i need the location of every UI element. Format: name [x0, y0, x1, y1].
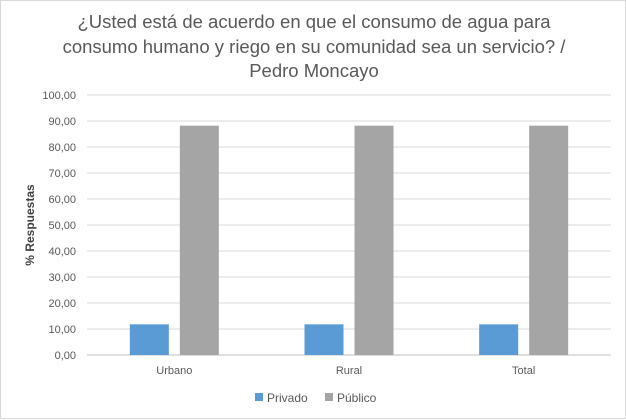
y-tick-label: 20,00 [48, 298, 76, 310]
bar-privado-rural [304, 324, 344, 355]
chart-title-line-2: consumo humano y riego en su comunidad s… [63, 36, 567, 57]
x-tick-label: Rural [336, 365, 362, 377]
bar-público-urbano [179, 125, 219, 356]
y-tick-label: 40,00 [48, 246, 76, 258]
chart-title-line-1: ¿Usted está de acuerdo en que el consumo… [77, 11, 551, 32]
legend-swatch [255, 393, 263, 401]
legend-label: Privado [267, 391, 308, 405]
bar-público-rural [354, 125, 394, 356]
gridlines [87, 94, 611, 356]
y-tick-label: 100,00 [42, 90, 76, 102]
y-tick-label: 90,00 [48, 116, 76, 128]
y-tick-label: 0,00 [55, 350, 76, 362]
legend-swatch [325, 393, 333, 401]
legend: Privado Público [255, 391, 377, 405]
y-tick-label: 50,00 [48, 220, 76, 232]
bar-público-total [529, 125, 569, 356]
y-tick-label: 30,00 [48, 272, 76, 284]
x-tick-label: Urbano [156, 365, 192, 377]
x-axis-ticks: Urbano Rural Total [156, 365, 535, 377]
y-tick-label: 80,00 [48, 142, 76, 154]
bar-privado-total [479, 324, 519, 355]
y-tick-label: 60,00 [48, 194, 76, 206]
y-tick-label: 70,00 [48, 168, 76, 180]
bar-privado-urbano [129, 324, 169, 355]
y-tick-label: 10,00 [48, 324, 76, 336]
x-tick-label: Total [512, 365, 535, 377]
y-axis-label: % Respuestas [23, 184, 37, 266]
chart-title: ¿Usted está de acuerdo en que el consumo… [63, 11, 567, 81]
legend-label: Público [337, 391, 377, 405]
y-axis-ticks: 0,00 10,00 20,00 30,00 40,00 50,00 60,00 70,00 8… [42, 90, 76, 362]
chart-title-line-3: Pedro Moncayo [249, 60, 379, 81]
bars [129, 125, 569, 356]
